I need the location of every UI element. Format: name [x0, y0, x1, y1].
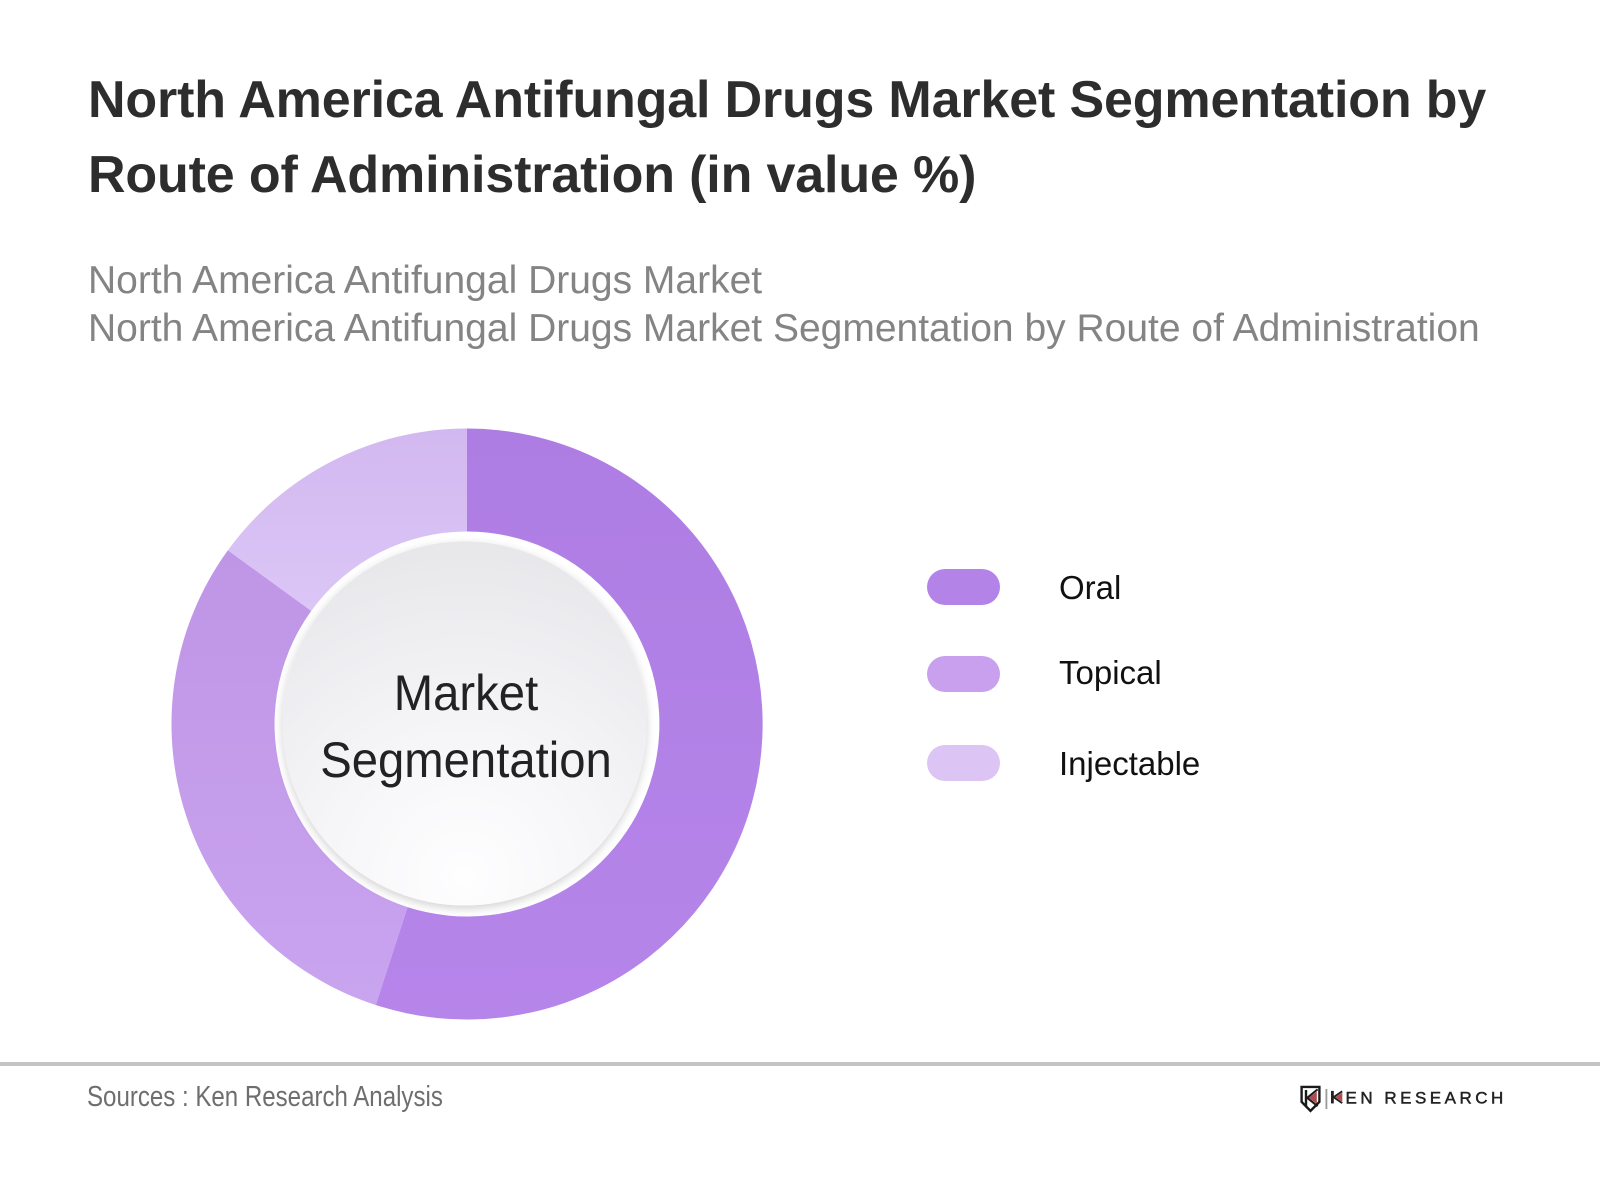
svg-text:EN RESEARCH: EN RESEARCH	[1346, 1088, 1507, 1107]
